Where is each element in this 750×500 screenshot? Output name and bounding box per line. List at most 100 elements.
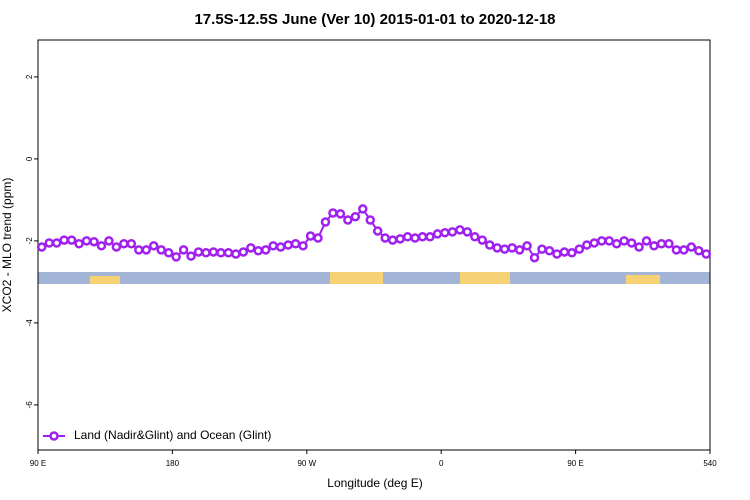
point bbox=[66, 235, 77, 245]
surface-band bbox=[38, 272, 710, 284]
x-tick-label: 90 E bbox=[30, 459, 46, 468]
point bbox=[328, 208, 338, 218]
point bbox=[89, 236, 99, 247]
point bbox=[193, 247, 204, 257]
point bbox=[634, 242, 644, 252]
point bbox=[514, 245, 525, 255]
y-tick-label: -2 bbox=[25, 237, 34, 245]
point bbox=[231, 249, 241, 259]
point bbox=[74, 239, 84, 249]
point bbox=[163, 248, 174, 258]
point bbox=[596, 236, 607, 246]
point bbox=[216, 248, 226, 258]
point bbox=[477, 235, 488, 245]
point bbox=[208, 247, 219, 257]
point bbox=[671, 245, 682, 255]
y-tick-label: -4 bbox=[25, 319, 34, 327]
point bbox=[694, 245, 704, 256]
point bbox=[470, 232, 480, 242]
point bbox=[641, 236, 652, 246]
point bbox=[141, 245, 152, 255]
point bbox=[44, 238, 54, 248]
point bbox=[455, 225, 465, 235]
point bbox=[305, 231, 316, 241]
point bbox=[656, 239, 667, 249]
point bbox=[178, 245, 189, 255]
point bbox=[447, 227, 458, 237]
point bbox=[432, 229, 443, 239]
x-axis-label: Longitude (deg E) bbox=[327, 476, 422, 490]
point bbox=[440, 227, 450, 238]
point bbox=[387, 235, 398, 245]
point bbox=[529, 252, 540, 263]
land-patch bbox=[460, 272, 510, 284]
point bbox=[664, 239, 674, 249]
point bbox=[701, 249, 712, 259]
point bbox=[134, 245, 144, 255]
point bbox=[522, 241, 532, 251]
land-patch bbox=[330, 272, 383, 284]
land-patch bbox=[90, 276, 120, 284]
point bbox=[298, 241, 308, 251]
point bbox=[275, 242, 286, 252]
point bbox=[148, 241, 159, 251]
point bbox=[350, 211, 361, 222]
point bbox=[253, 245, 264, 256]
point bbox=[567, 248, 577, 258]
point bbox=[649, 241, 659, 251]
point bbox=[686, 242, 697, 252]
point bbox=[589, 238, 600, 248]
point bbox=[156, 245, 166, 255]
point bbox=[425, 232, 435, 242]
point bbox=[313, 233, 323, 243]
point bbox=[186, 251, 196, 261]
y-tick-label: -6 bbox=[25, 401, 34, 409]
point bbox=[402, 232, 413, 242]
legend-label: Land (Nadir&Glint) and Ocean (Glint) bbox=[74, 428, 271, 442]
point bbox=[81, 236, 92, 246]
point bbox=[126, 239, 137, 249]
y-tick-label: 2 bbox=[25, 74, 34, 79]
point bbox=[238, 247, 249, 257]
point bbox=[283, 240, 293, 250]
x-tick-label: 540 bbox=[703, 459, 717, 468]
point bbox=[679, 245, 689, 255]
point bbox=[320, 217, 331, 227]
point bbox=[119, 239, 129, 249]
point bbox=[96, 241, 107, 251]
point bbox=[372, 226, 383, 236]
point bbox=[626, 238, 637, 248]
point bbox=[59, 235, 69, 245]
land-patch bbox=[626, 275, 660, 284]
point bbox=[619, 236, 629, 246]
point bbox=[223, 248, 234, 258]
point bbox=[537, 244, 547, 254]
point bbox=[104, 236, 114, 246]
point bbox=[462, 227, 473, 237]
x-tick-label: 90 W bbox=[297, 459, 316, 468]
y-axis-label: XCO2 - MLO trend (ppm) bbox=[0, 178, 14, 313]
chart-title: 17.5S-12.5S June (Ver 10) 2015-01-01 to … bbox=[194, 11, 555, 28]
point bbox=[492, 243, 502, 253]
x-tick-label: 0 bbox=[439, 459, 444, 468]
point bbox=[380, 233, 390, 243]
point bbox=[552, 249, 562, 259]
point bbox=[358, 204, 368, 214]
point bbox=[335, 209, 346, 219]
point bbox=[36, 242, 47, 252]
point bbox=[268, 241, 278, 251]
point bbox=[111, 242, 122, 252]
point bbox=[395, 234, 405, 244]
point bbox=[365, 215, 376, 225]
legend-marker bbox=[49, 431, 59, 441]
x-tick-label: 90 E bbox=[567, 459, 583, 468]
point bbox=[544, 245, 555, 256]
point bbox=[611, 239, 622, 249]
point bbox=[343, 215, 353, 225]
x-tick-label: 180 bbox=[166, 459, 180, 468]
point bbox=[484, 240, 495, 250]
point bbox=[417, 232, 428, 242]
point bbox=[574, 244, 585, 254]
point bbox=[499, 244, 510, 254]
